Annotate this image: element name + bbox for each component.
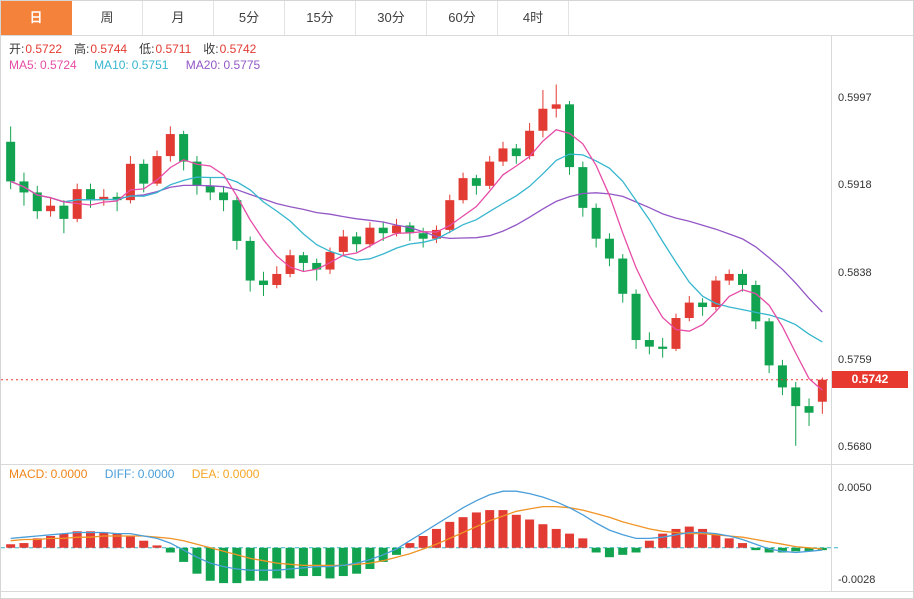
tab-月[interactable]: 月 <box>143 1 214 35</box>
last-price-tag: 0.5742 <box>832 370 908 388</box>
tab-周[interactable]: 周 <box>72 1 143 35</box>
macd-histogram <box>6 510 827 584</box>
diff-line <box>10 490 823 571</box>
ma10-line <box>10 153 823 343</box>
frame-lines <box>1 35 913 592</box>
timeframe-tab-bar: 日周月 5分 15分 30分 60分 4时 <box>1 1 913 35</box>
tab-4时[interactable]: 4时 <box>498 1 569 35</box>
tab-60分[interactable]: 60分 <box>427 1 498 35</box>
ma5-line <box>10 128 823 391</box>
tab-30分[interactable]: 30分 <box>356 1 427 35</box>
candles-layer <box>6 84 827 446</box>
tab-15分[interactable]: 15分 <box>285 1 356 35</box>
tab-日[interactable]: 日 <box>1 1 72 35</box>
tab-5分[interactable]: 5分 <box>214 1 285 35</box>
ma20-line <box>10 180 823 313</box>
